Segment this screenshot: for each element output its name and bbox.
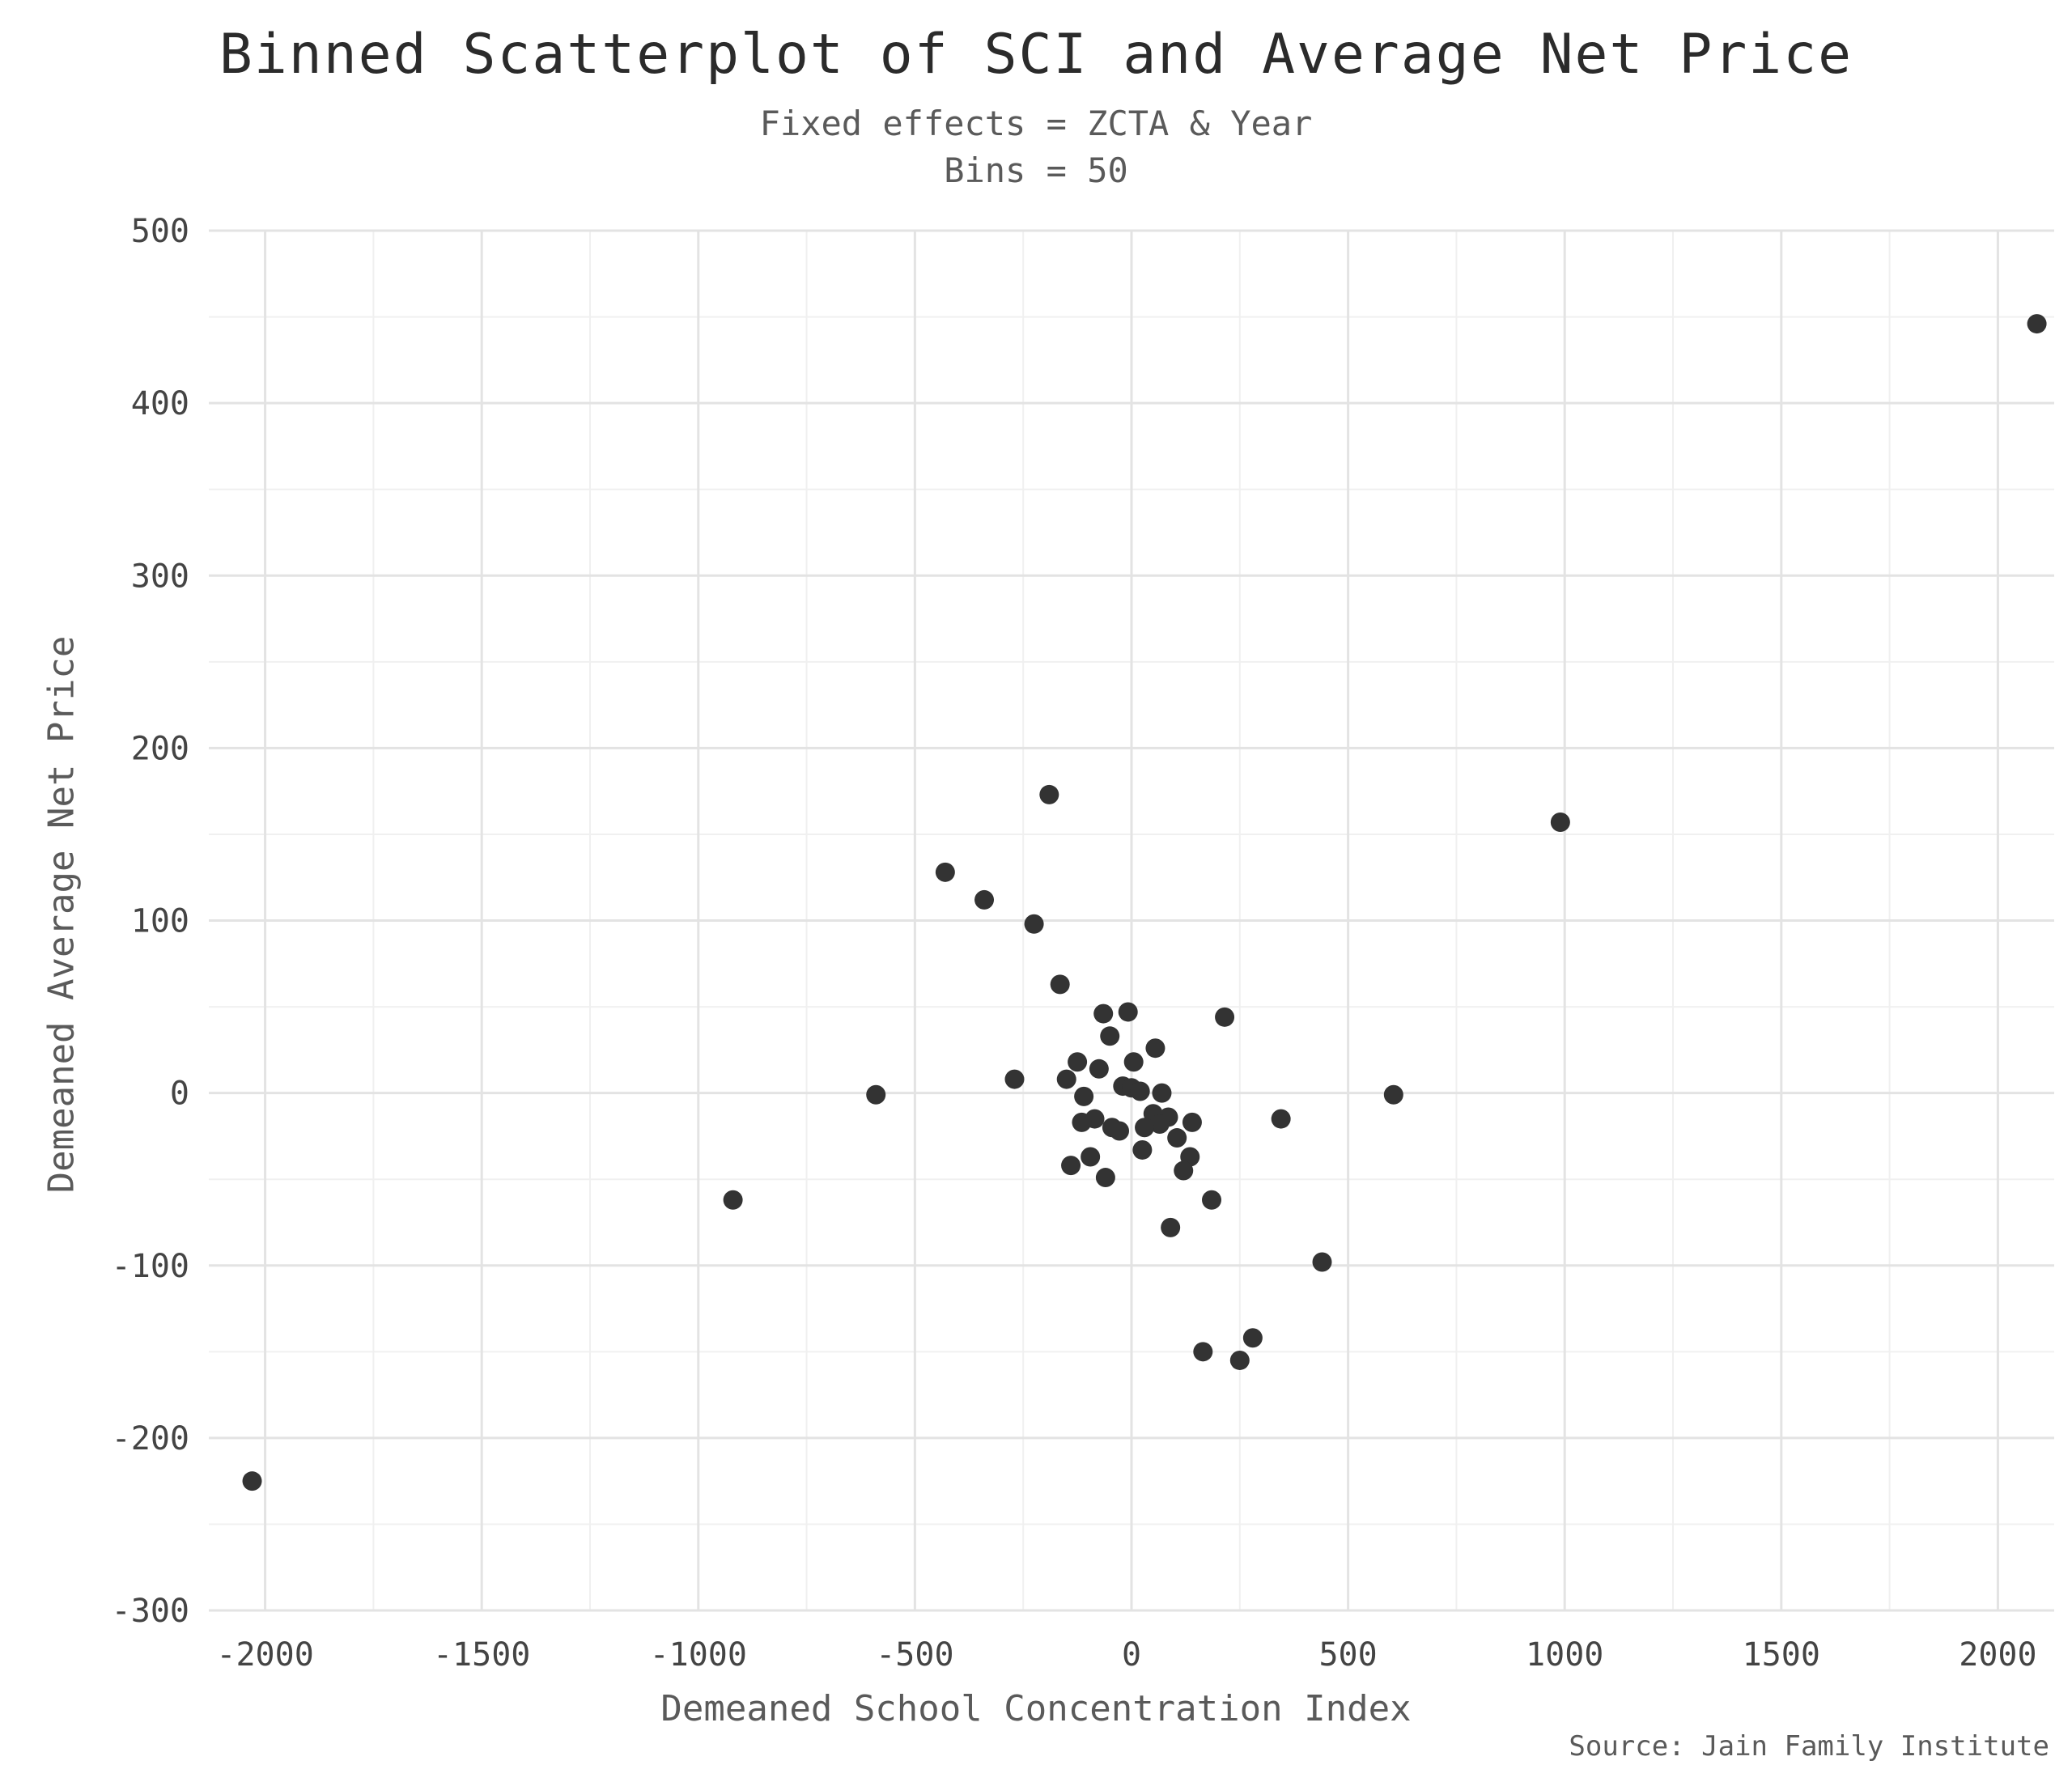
data-point xyxy=(1383,1084,1403,1105)
source-caption: Source: Jain Family Institute xyxy=(1569,1730,2049,1763)
x-tick-label: -500 xyxy=(876,1636,953,1674)
data-point xyxy=(1039,784,1059,804)
data-point xyxy=(1072,1112,1092,1132)
data-point xyxy=(1089,1059,1109,1079)
x-tick-label: 0 xyxy=(1122,1636,1141,1674)
y-axis-ticks: -300 -200 -100 0 100 200 300 400 500 xyxy=(112,213,189,1630)
data-point xyxy=(1081,1147,1101,1167)
data-point xyxy=(1202,1190,1222,1210)
data-point xyxy=(935,862,955,882)
y-tick-label: -300 xyxy=(112,1593,189,1630)
data-point xyxy=(1024,914,1044,934)
data-point xyxy=(1174,1160,1194,1181)
data-point xyxy=(1118,1002,1138,1022)
data-point xyxy=(1130,1081,1150,1101)
x-tick-label: 1000 xyxy=(1526,1636,1603,1674)
data-point xyxy=(1193,1342,1213,1362)
x-tick-label: 500 xyxy=(1318,1636,1377,1674)
data-point xyxy=(1242,1328,1263,1348)
data-point xyxy=(1161,1217,1181,1237)
major-gridlines xyxy=(209,229,2054,1612)
y-axis-label: Demeaned Average Net Price xyxy=(40,635,83,1194)
data-point xyxy=(1182,1112,1202,1132)
data-point xyxy=(866,1084,886,1105)
data-point xyxy=(1132,1139,1153,1160)
data-point xyxy=(1074,1086,1094,1106)
data-point xyxy=(1110,1121,1130,1141)
data-point xyxy=(1068,1052,1088,1072)
y-tick-label: 200 xyxy=(131,730,189,767)
data-point xyxy=(1093,1003,1114,1024)
data-point xyxy=(2027,314,2047,334)
data-point xyxy=(242,1471,262,1491)
y-tick-label: -200 xyxy=(112,1420,189,1457)
data-point xyxy=(1100,1026,1120,1046)
data-point xyxy=(1061,1156,1081,1176)
x-axis-ticks: -2000 -1500 -1000 -500 0 500 1000 1500 2000 xyxy=(216,1636,2036,1674)
data-point xyxy=(1145,1038,1166,1059)
chart-subtitle-bins: Bins = 50 xyxy=(944,151,1128,190)
y-tick-label: 100 xyxy=(131,903,189,940)
data-point xyxy=(1312,1252,1332,1272)
x-tick-label: -2000 xyxy=(216,1636,313,1674)
y-tick-label: 300 xyxy=(131,558,189,595)
y-tick-label: -100 xyxy=(112,1248,189,1285)
x-tick-label: 1500 xyxy=(1743,1636,1820,1674)
chart-title: Binned Scatterplot of SCI and Average Ne… xyxy=(219,23,1853,87)
data-point xyxy=(1229,1350,1250,1370)
x-tick-label: -1500 xyxy=(433,1636,530,1674)
data-point xyxy=(1050,974,1070,995)
data-point xyxy=(1550,812,1570,833)
data-point xyxy=(1095,1168,1115,1188)
x-axis-label: Demeaned School Concentration Index xyxy=(660,1688,1412,1729)
data-point xyxy=(723,1190,743,1210)
y-tick-label: 500 xyxy=(131,213,189,250)
x-tick-label: -1000 xyxy=(650,1636,747,1674)
data-points xyxy=(242,314,2047,1491)
x-tick-label: 2000 xyxy=(1959,1636,2036,1674)
data-point xyxy=(1215,1007,1235,1027)
data-point xyxy=(974,889,995,910)
data-point xyxy=(1123,1052,1144,1072)
data-point xyxy=(1152,1083,1172,1103)
data-point xyxy=(1135,1118,1155,1138)
y-tick-label: 0 xyxy=(170,1076,189,1113)
y-tick-label: 400 xyxy=(131,385,189,422)
data-point xyxy=(1167,1128,1187,1148)
data-point xyxy=(1271,1109,1291,1129)
data-point xyxy=(1149,1114,1170,1134)
data-point xyxy=(1004,1069,1025,1089)
chart-subtitle-fixed-effects: Fixed effects = ZCTA & Year xyxy=(759,104,1313,143)
data-point xyxy=(1056,1069,1076,1089)
